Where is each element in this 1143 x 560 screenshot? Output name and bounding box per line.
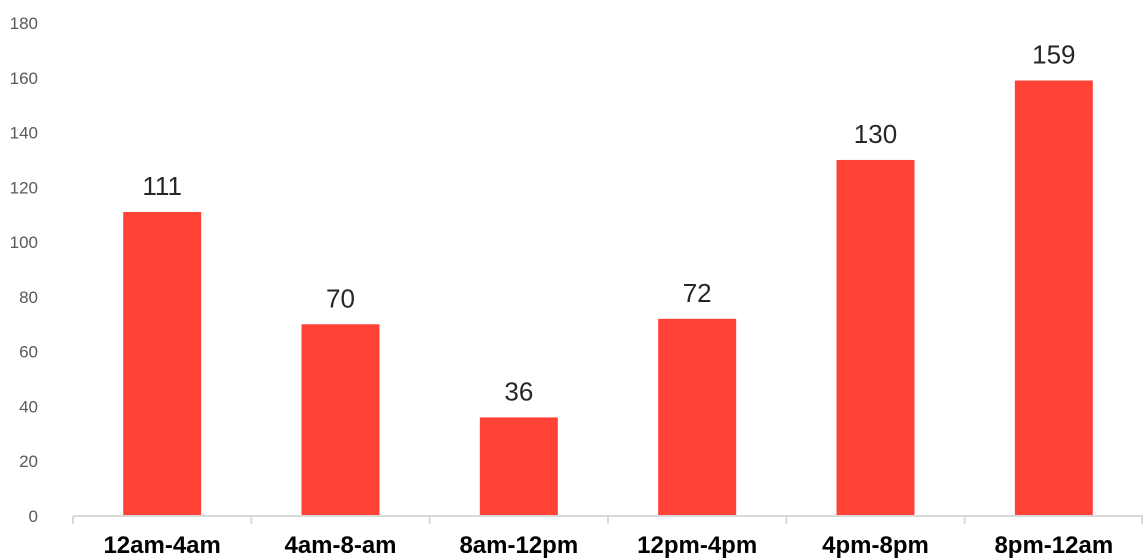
bars-group [123, 80, 1093, 517]
bar [301, 324, 380, 516]
x-axis-tick-marks [72, 516, 1143, 524]
bar-value-label: 70 [326, 283, 355, 313]
y-tick-label: 20 [19, 452, 38, 471]
category-label: 4pm-8pm [822, 532, 929, 559]
bar-value-label: 36 [504, 376, 533, 406]
category-label: 12pm-4pm [637, 532, 757, 559]
category-labels-group: 12am-4am 4am-8-am 8am-12pm 12pm-4pm 4pm-8pm 8… [103, 532, 1113, 559]
y-tick-label: 40 [19, 397, 38, 416]
data-labels-group: 111 70 36 72 130 159 [142, 40, 1075, 407]
bar [836, 159, 915, 516]
bar [123, 211, 202, 516]
y-tick-label: 160 [10, 69, 38, 88]
bar-value-label: 130 [854, 119, 897, 149]
bar-value-label: 72 [683, 278, 712, 308]
category-label: 8pm-12am [994, 532, 1113, 559]
y-tick-label: 180 [10, 14, 38, 33]
y-tick-label: 100 [10, 233, 38, 252]
bar-value-label: 111 [142, 171, 182, 201]
bar [479, 417, 558, 516]
y-tick-label: 60 [19, 343, 38, 362]
category-label: 12am-4am [103, 532, 220, 559]
category-label: 4am-8-am [284, 532, 396, 559]
y-tick-label: 120 [10, 178, 38, 197]
y-tick-label: 0 [29, 507, 38, 526]
category-label: 8am-12pm [459, 532, 578, 559]
bar [1014, 80, 1093, 517]
bar-value-label: 159 [1032, 40, 1075, 70]
y-tick-label: 80 [19, 288, 38, 307]
y-axis-ticks: 0 20 40 60 80 100 120 140 160 180 [10, 14, 38, 526]
bar [658, 318, 737, 516]
y-tick-label: 140 [10, 124, 38, 143]
